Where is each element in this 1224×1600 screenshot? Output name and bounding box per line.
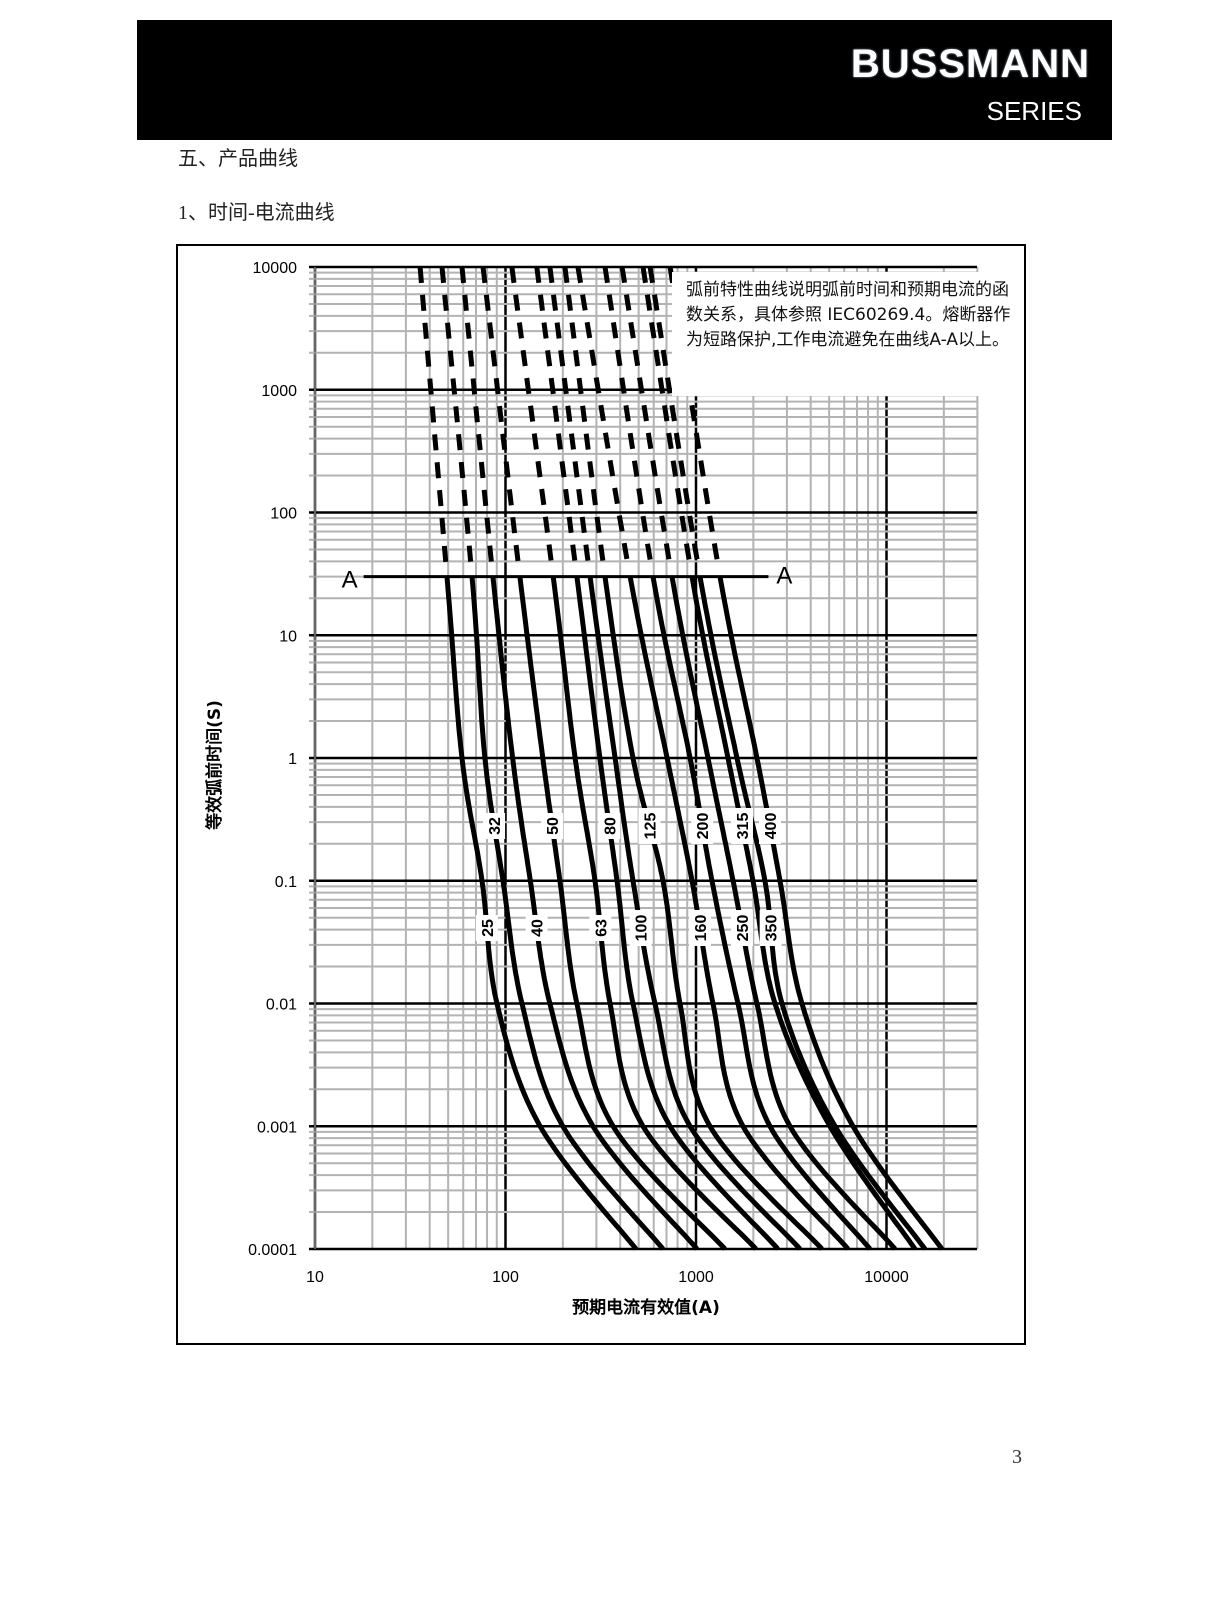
curve-label-box — [629, 910, 652, 946]
y-tick-label: 10 — [279, 628, 297, 645]
x-tick-label: 1000 — [678, 1269, 714, 1286]
x-tick-label: 100 — [492, 1269, 519, 1286]
fuse-curves — [417, 266, 944, 1251]
curve-label-box — [598, 813, 621, 839]
fuse-curve-125 — [602, 576, 824, 1251]
fuse-curve-40 — [490, 576, 699, 1251]
y-tick-label: 100 — [270, 506, 297, 523]
curve-label-125: 125 — [643, 813, 660, 840]
fuse-curve-dashed-250 — [619, 266, 673, 567]
curve-label-250: 250 — [735, 915, 752, 942]
curve-label-box — [525, 915, 548, 941]
curve-label-315: 315 — [735, 813, 752, 840]
fuse-curve-dashed-200 — [602, 266, 654, 567]
curve-label-box — [691, 808, 714, 844]
fuse-curve-25 — [444, 576, 638, 1251]
fuse-curve-200 — [650, 576, 872, 1251]
subsection-title: 1、时间-电流曲线 — [178, 202, 335, 224]
curve-label-80: 80 — [602, 817, 619, 835]
a-label-right: A — [776, 563, 792, 590]
x-axis-title: 预期电流有效值(A) — [572, 1297, 720, 1318]
fuse-curve-dashed-315 — [640, 266, 693, 567]
curve-label-350: 350 — [764, 915, 781, 942]
curve-label-box — [541, 813, 564, 839]
curve-label-box — [688, 910, 711, 946]
y-tick-label: 1 — [288, 751, 297, 768]
fuse-curve-dashed-100 — [547, 266, 592, 567]
a-label-left: A — [342, 567, 358, 594]
chart-frame — [176, 244, 1026, 1345]
fuse-curve-dashed-63 — [509, 266, 555, 567]
curve-label-box — [475, 915, 498, 941]
curve-label-box — [730, 808, 753, 844]
curve-label-40: 40 — [530, 919, 547, 937]
brand-logo-text: BUSSMANN — [850, 42, 1090, 86]
fuse-curve-400 — [717, 576, 944, 1251]
fuse-curve-50 — [517, 576, 727, 1251]
y-tick-label: 0.01 — [266, 997, 297, 1014]
brand-series-text: SERIES — [986, 96, 1082, 126]
curve-label-box — [589, 915, 612, 941]
fuse-curve-32 — [469, 576, 665, 1251]
curve-label-box — [759, 910, 782, 946]
curve-label-400: 400 — [763, 813, 780, 840]
y-tick-label: 0.0001 — [248, 1242, 297, 1259]
curve-label-25: 25 — [480, 919, 497, 937]
curve-label-box — [758, 808, 781, 844]
fuse-curve-dashed-125 — [562, 266, 607, 567]
curve-label-200: 200 — [695, 813, 712, 840]
curve-label-box — [483, 813, 506, 839]
curve-label-32: 32 — [487, 817, 504, 835]
fuse-curve-dashed-32 — [439, 266, 474, 567]
curve-label-63: 63 — [593, 919, 610, 937]
curve-label-box — [638, 808, 661, 844]
y-tick-label: 1000 — [261, 383, 297, 400]
chart-note: 弧前特性曲线说明弧前时间和预期电流的函数关系，具体参照 IEC60269.4。熔… — [672, 272, 1024, 396]
fuse-curve-dashed-350 — [647, 266, 701, 567]
y-tick-label: 10000 — [253, 260, 298, 277]
header-banner: BUSSMANN SERIES — [137, 20, 1112, 140]
fuse-curve-63 — [550, 576, 758, 1251]
fuse-curve-dashed-25 — [417, 266, 449, 567]
fuse-curve-dashed-40 — [459, 266, 495, 567]
y-tick-label: 0.001 — [257, 1119, 297, 1136]
chart-axes: 10000 1000 100 10 1 0.1 0.01 0.001 0.0001 10 100 10… — [204, 260, 909, 1318]
curve-labels: 32 50 80 125 200 315 400 25 40 63 100 160 250 350 — [475, 808, 782, 946]
fuse-curve-dashed-50 — [480, 266, 522, 567]
section-title: 五、产品曲线 — [178, 148, 298, 170]
curve-label-160: 160 — [693, 915, 710, 942]
x-tick-label: 10000 — [864, 1269, 909, 1286]
curve-label-50: 50 — [545, 817, 562, 835]
y-axis-title: 等效弧前时间(S) — [204, 700, 225, 830]
curve-label-100: 100 — [634, 915, 651, 942]
y-tick-label: 0.1 — [275, 874, 297, 891]
x-tick-label: 10 — [306, 1269, 324, 1286]
page-number: 3 — [1012, 1446, 1022, 1468]
curve-label-box — [730, 910, 753, 946]
fuse-curve-dashed-160 — [575, 266, 631, 567]
fuse-curve-80 — [574, 576, 780, 1251]
fuse-curve-dashed-80 — [534, 266, 578, 567]
